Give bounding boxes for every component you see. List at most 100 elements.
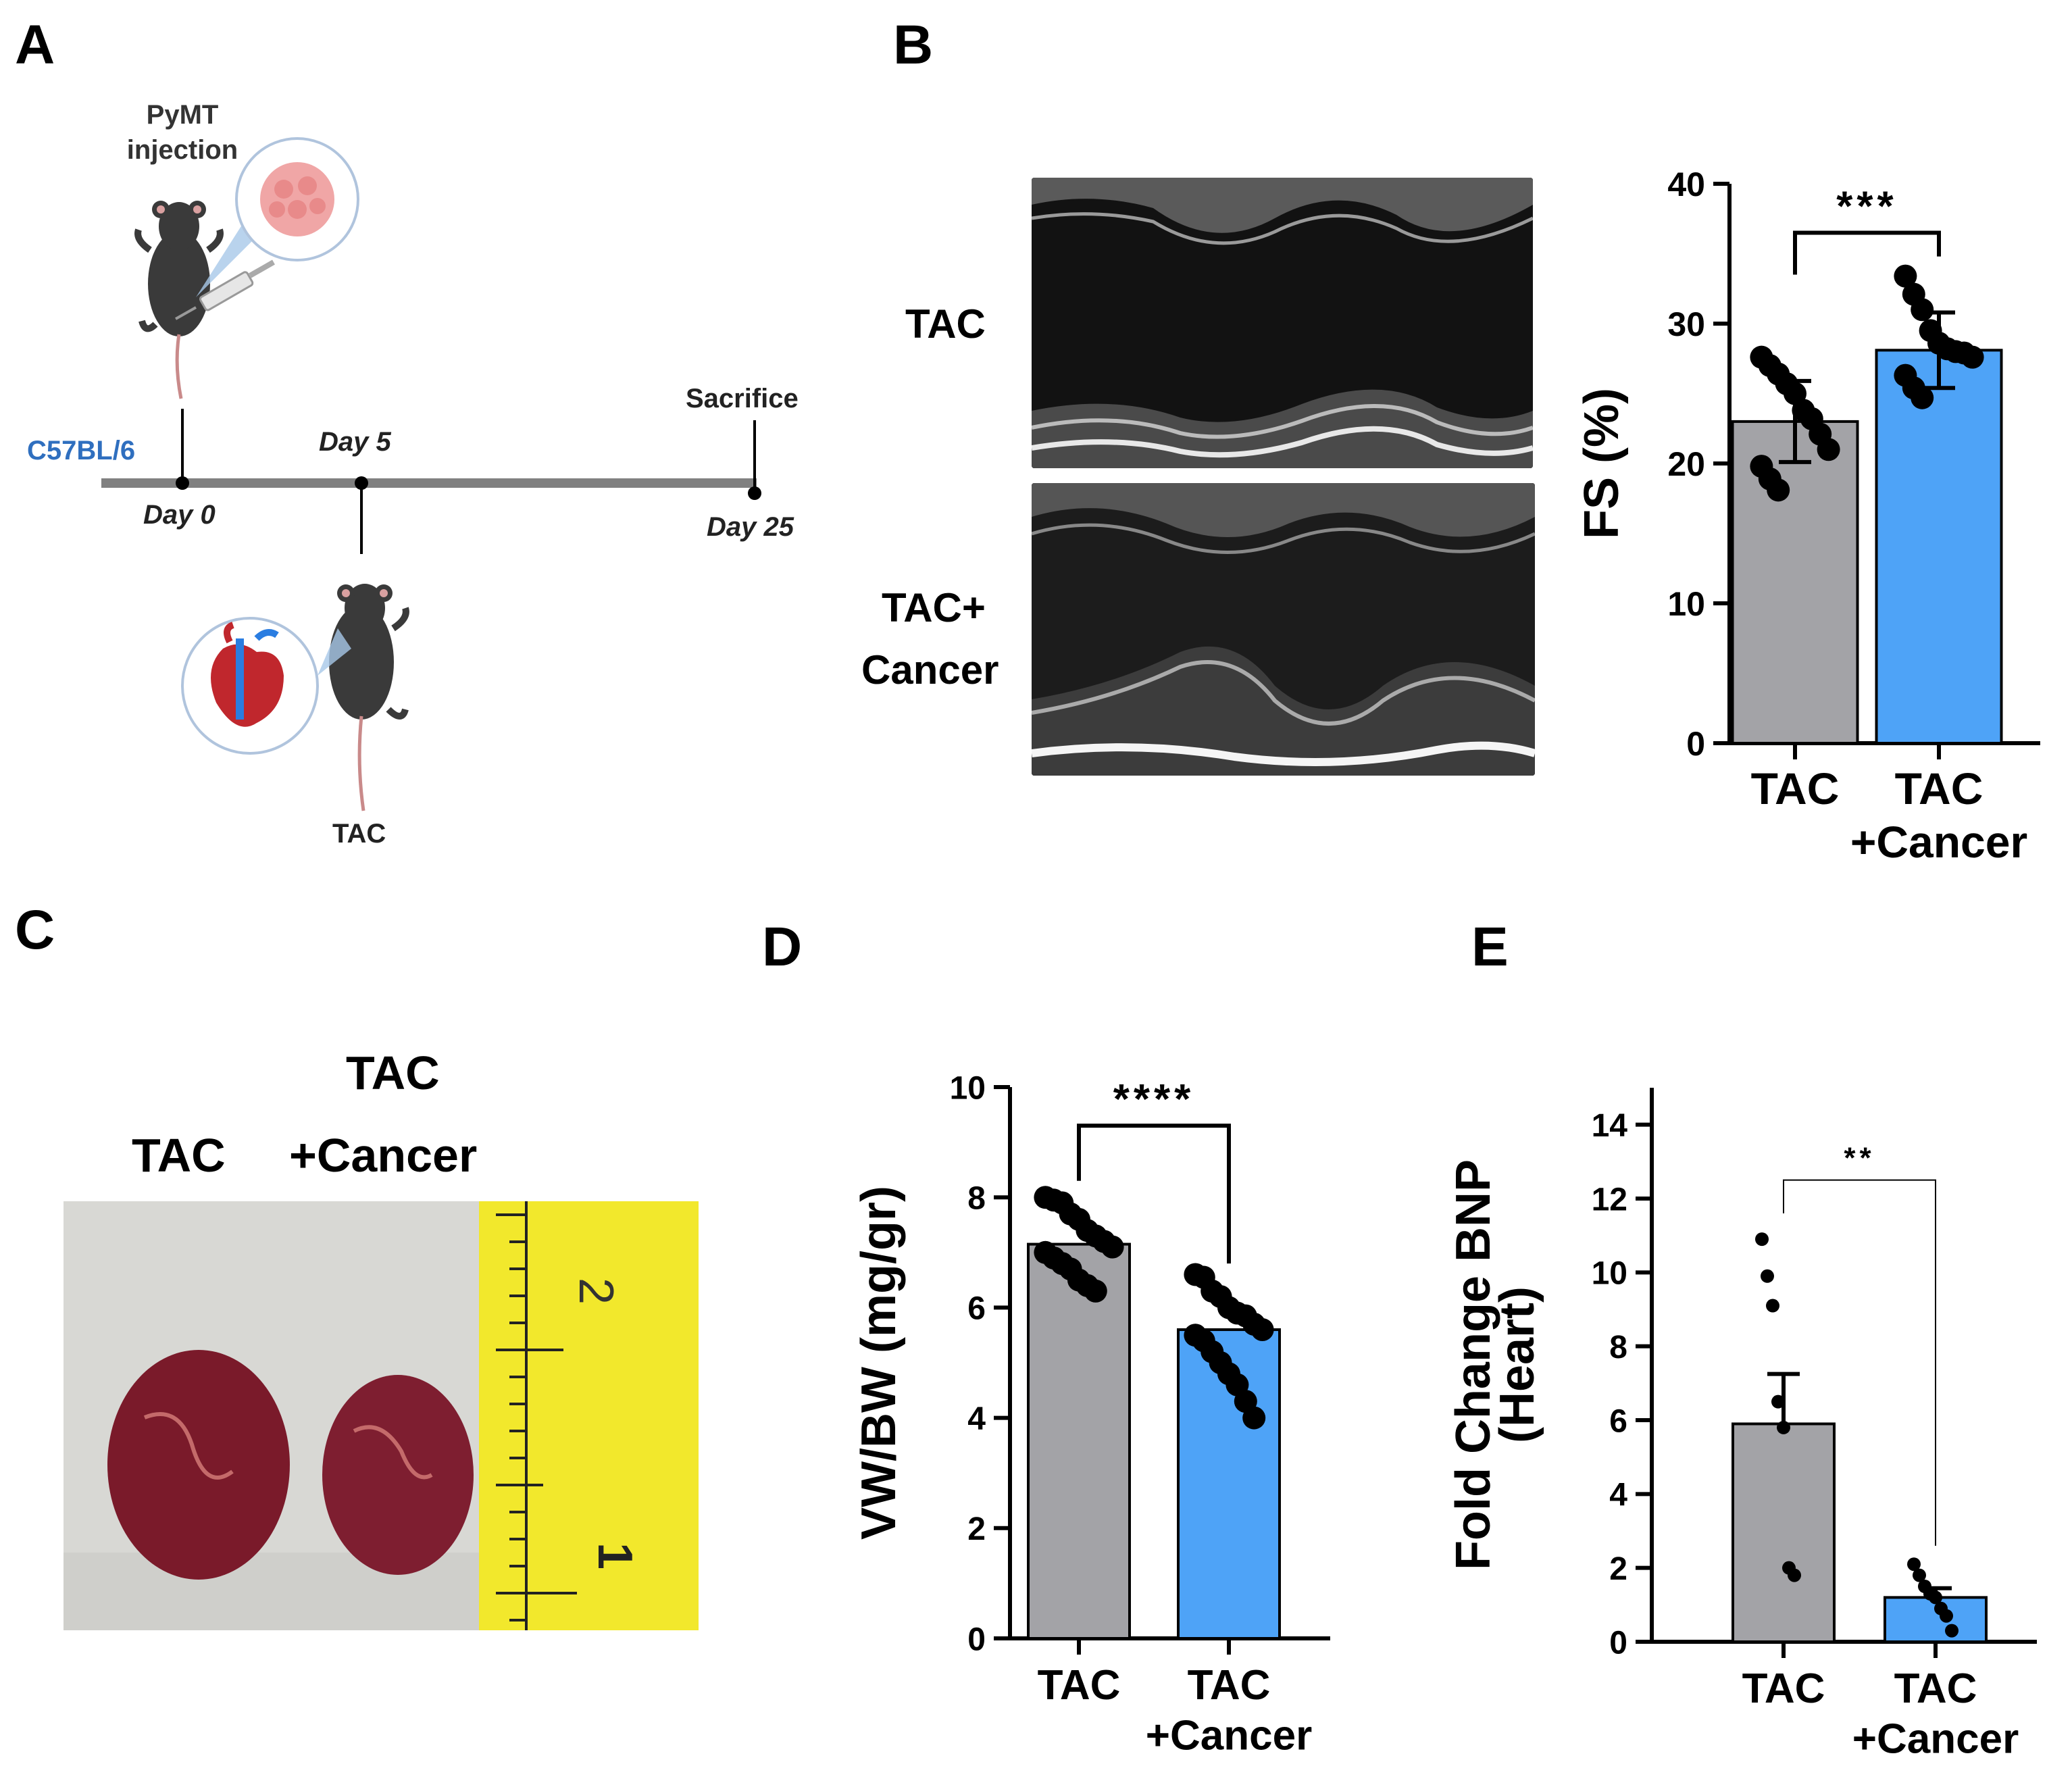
day5-label: Day 5 — [319, 427, 391, 457]
y-tick-label: 30 — [1667, 305, 1705, 343]
significance-bracket — [1077, 1124, 1231, 1264]
heart-tac-cancer — [322, 1375, 474, 1575]
data-point — [1242, 1406, 1266, 1430]
y-tick-label: 8 — [1609, 1330, 1627, 1365]
y-tick-label: 10 — [950, 1070, 986, 1106]
y-tick-label: 20 — [1667, 445, 1705, 483]
ruler — [479, 1201, 699, 1630]
significance-bracket — [1793, 230, 1941, 275]
panel-letter-d: D — [762, 916, 803, 978]
mmode-row-label-tac: TAC — [905, 301, 986, 347]
panel-letter-c: C — [15, 899, 55, 961]
significance-bracket — [1783, 1179, 1936, 1546]
bar — [1875, 349, 2003, 745]
data-point — [1913, 1568, 1926, 1582]
data-point — [1929, 1590, 1942, 1605]
data-point — [1817, 438, 1840, 461]
tac-procedure-label: TAC — [332, 819, 386, 849]
photo-header-cancer: +Cancer — [289, 1129, 478, 1182]
data-point — [1945, 1624, 1959, 1638]
data-point — [1907, 1557, 1921, 1572]
y-tick-label: 2 — [1609, 1551, 1627, 1587]
panel-letter-a: A — [15, 14, 55, 76]
y-tick-label: 2 — [967, 1511, 986, 1547]
ruler-mark-1: 1 — [588, 1542, 642, 1570]
significance-stars: **** — [1113, 1076, 1195, 1123]
mmode-row-label-cancer-1: TAC+ — [882, 585, 986, 630]
y-tick-label: 6 — [967, 1291, 986, 1327]
data-point — [1777, 1420, 1790, 1434]
injection-label-line2: injection — [126, 135, 238, 165]
x-category-label: +Cancer — [1852, 1715, 2019, 1762]
y-tick-label: 0 — [1686, 725, 1705, 763]
y-tick-label: 40 — [1667, 166, 1705, 203]
x-category-label: +Cancer — [1850, 817, 2027, 867]
x-category-label: +Cancer — [1146, 1712, 1312, 1759]
y-tick-label: 10 — [1667, 585, 1705, 623]
significance-stars: ** — [1844, 1142, 1875, 1175]
y-tick-label: 6 — [1609, 1403, 1627, 1439]
x-category-label: TAC — [1742, 1665, 1825, 1712]
day0-marker — [176, 476, 189, 490]
y-tick-label: 0 — [967, 1621, 986, 1657]
data-point — [1911, 298, 1934, 322]
significance-stars: *** — [1836, 183, 1897, 230]
y-tick-label: 4 — [967, 1401, 986, 1437]
mmode-image-tac — [1032, 178, 1533, 468]
data-point — [1911, 386, 1934, 409]
strain-label: C57BL/6 — [27, 436, 136, 466]
data-point — [1084, 1279, 1107, 1303]
y-axis-label: VW/BW (mg/gr) — [852, 1186, 906, 1540]
chart-fs: 0 10 20 30 40 TAC TAC+Cancer *** FS (%) — [1575, 166, 2040, 867]
panel-letter-b: B — [893, 14, 934, 76]
day25-label: Day 25 — [707, 512, 794, 542]
ruler-mark-2: 2 — [569, 1277, 624, 1305]
day5-marker — [355, 476, 368, 490]
injection-label-line1: PyMT — [146, 100, 219, 130]
timeline-schematic — [101, 137, 761, 811]
day25-marker — [748, 486, 761, 500]
mmode-row-label-cancer-2: Cancer — [861, 647, 999, 693]
data-point — [1250, 1318, 1274, 1342]
y-tick-label: 14 — [1592, 1108, 1628, 1144]
y-tick-label: 8 — [967, 1180, 986, 1216]
day0-label: Day 0 — [143, 500, 216, 530]
data-point — [1771, 1394, 1785, 1409]
data-point — [1101, 1235, 1124, 1259]
x-category-label: TAC — [1038, 1662, 1121, 1709]
tumor-cells-icon — [196, 137, 359, 297]
x-category-label: TAC — [1895, 763, 1983, 813]
data-point — [1894, 264, 1917, 288]
tac-mouse-icon — [329, 584, 409, 811]
syringe-icon — [175, 259, 275, 320]
bar — [1732, 1422, 1836, 1643]
sacrifice-label: Sacrifice — [686, 384, 799, 413]
x-category-label: TAC — [1894, 1665, 1977, 1712]
y-tick-label: 4 — [1609, 1478, 1627, 1513]
photo-header-tac-top: TAC — [346, 1047, 440, 1099]
panel-letter-e: E — [1471, 916, 1509, 978]
data-point — [1761, 1269, 1774, 1283]
data-point — [1755, 1232, 1769, 1247]
data-point — [1766, 1299, 1779, 1313]
data-point — [1961, 345, 1984, 369]
y-axis-label: Fold Change BNP — [1452, 1159, 1500, 1570]
mouse-icon — [134, 201, 224, 399]
bar — [1027, 1242, 1131, 1640]
heart-icon — [181, 617, 351, 755]
heart-photo — [64, 1201, 699, 1630]
mmode-image-tac-cancer — [1032, 483, 1535, 776]
data-point — [1767, 478, 1790, 502]
y-axis-label-2: (Heart) — [1490, 1286, 1544, 1443]
data-point — [1940, 1609, 1953, 1623]
data-point — [1788, 1568, 1801, 1582]
y-tick-label: 12 — [1592, 1182, 1627, 1217]
x-category-label: TAC — [1751, 763, 1840, 813]
bar — [1731, 420, 1859, 745]
y-axis-label: FS (%) — [1575, 388, 1629, 539]
y-tick-label: 10 — [1592, 1256, 1627, 1292]
photo-header-tac: TAC — [132, 1129, 226, 1182]
x-category-label: TAC — [1188, 1662, 1271, 1709]
